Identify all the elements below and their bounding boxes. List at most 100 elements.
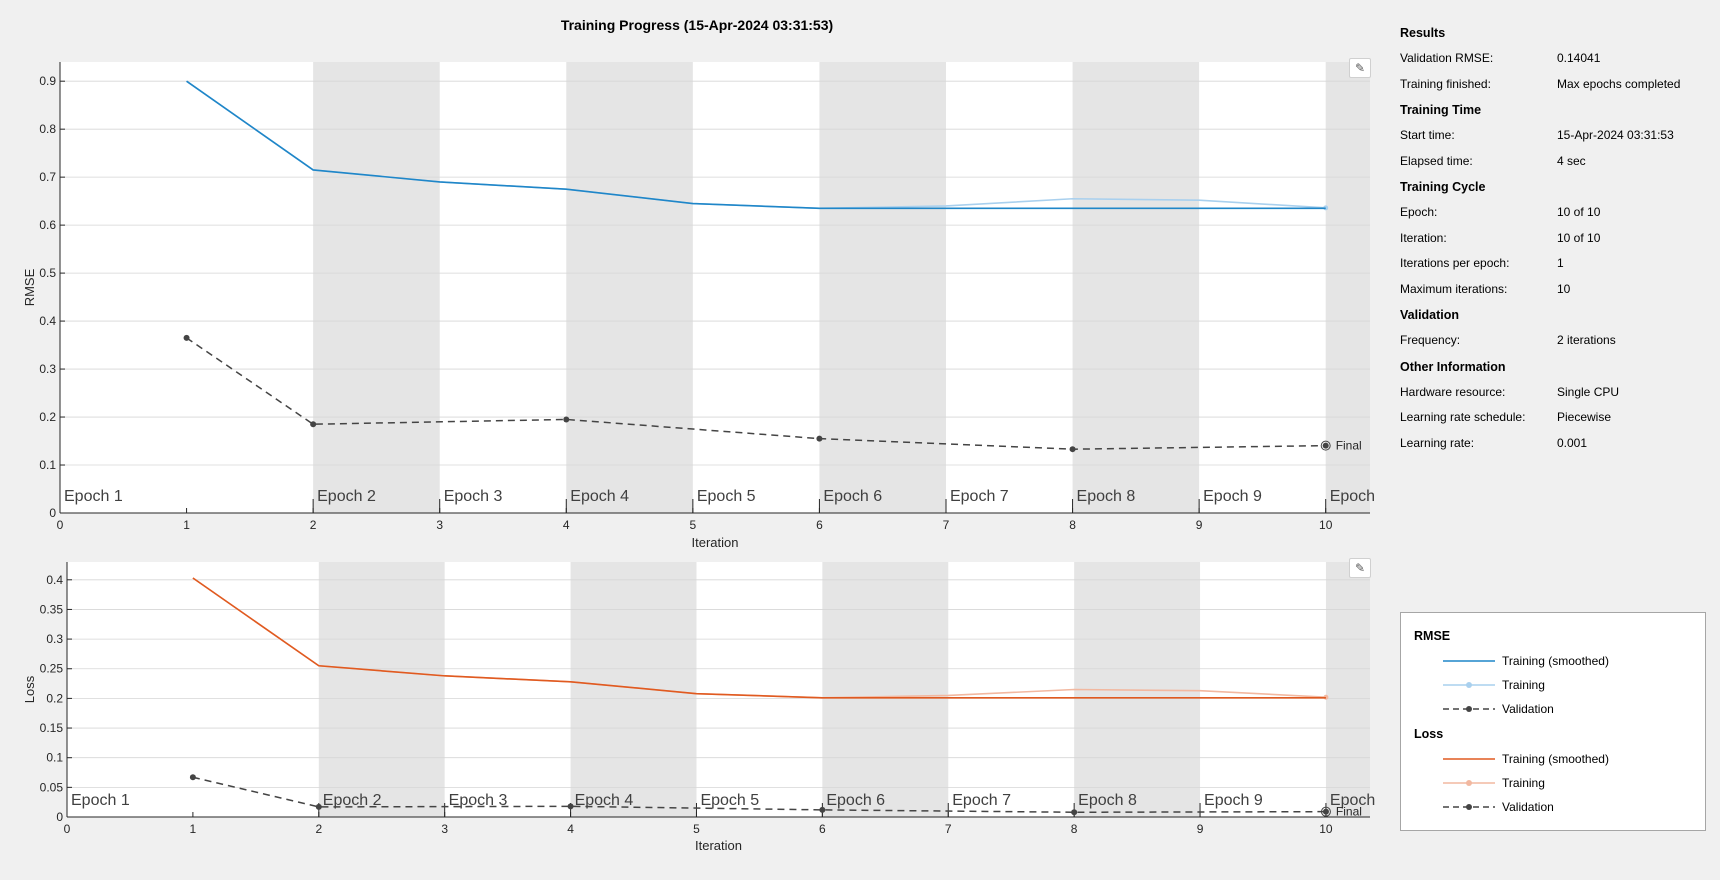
lr-row: Learning rate: 0.001 — [1400, 433, 1720, 459]
epoch-value: 10 of 10 — [1557, 205, 1601, 219]
x-tick-label: 9 — [1196, 518, 1203, 532]
legend-label: Training — [1502, 776, 1545, 790]
x-tick-label: 0 — [64, 822, 71, 836]
legend-loss-training[interactable]: Training — [1441, 774, 1545, 792]
epoch-label: Epoch — [1330, 792, 1375, 809]
y-axis-label: Loss — [22, 675, 37, 703]
x-tick-label: 7 — [943, 518, 950, 532]
x-tick-label: 2 — [315, 822, 322, 836]
epoch-label: Epoch 3 — [444, 488, 503, 505]
x-tick-label: 3 — [436, 518, 443, 532]
validation-point — [315, 803, 322, 810]
validation-point — [563, 416, 570, 423]
start-time-label: Start time: — [1400, 128, 1455, 142]
validation-rmse-row: Validation RMSE: 0.14041 — [1400, 48, 1720, 74]
validation-rmse-label: Validation RMSE: — [1400, 51, 1494, 65]
legend-label: Validation — [1502, 800, 1554, 814]
x-tick-label: 10 — [1319, 822, 1333, 836]
x-tick-label: 7 — [945, 822, 952, 836]
max-iterations-value: 10 — [1557, 281, 1571, 296]
x-tick-label: 10 — [1319, 518, 1333, 532]
legend-loss-validation[interactable]: Validation — [1441, 798, 1554, 816]
y-tick-label: 0 — [56, 810, 63, 824]
legend-label: Training (smoothed) — [1502, 752, 1609, 766]
y-tick-label: 0.9 — [39, 74, 56, 88]
x-axis-label: Iteration — [695, 838, 742, 853]
x-tick-label: 5 — [690, 518, 697, 532]
epoch-row: Epoch: 10 of 10 — [1400, 202, 1720, 228]
validation-rmse-value: 0.14041 — [1557, 51, 1601, 65]
y-tick-label: 0.35 — [40, 602, 64, 616]
series-loss-training-smoothed — [192, 577, 1326, 699]
axes-edit-icon[interactable]: ✎ — [1349, 58, 1371, 78]
legend-label: Training (smoothed) — [1502, 654, 1609, 668]
hardware-label: Hardware resource: — [1400, 384, 1506, 399]
legend-line-swatch — [1443, 758, 1495, 760]
y-tick-label: 0.1 — [46, 751, 63, 765]
epoch-band — [822, 562, 949, 817]
x-tick-label: 0 — [57, 518, 64, 532]
legend: RMSE Training (smoothed) Training Valida… — [1400, 612, 1706, 831]
epoch-band — [819, 62, 946, 513]
epoch-label: Epoch 1 — [71, 792, 130, 809]
lr-value: 0.001 — [1557, 435, 1588, 450]
validation-point — [1071, 809, 1078, 816]
epoch-label: Epoch 1 — [64, 488, 123, 505]
legend-line-swatch — [1443, 706, 1495, 712]
frequency-label: Frequency: — [1400, 333, 1461, 347]
legend-line-swatch — [1443, 804, 1495, 810]
legend-loss-title: Loss — [1414, 727, 1444, 741]
y-tick-label: 0.4 — [39, 314, 56, 328]
epoch-label: Epoch 2 — [323, 792, 382, 809]
page-title: Training Progress (15-Apr-2024 03:31:53) — [560, 17, 834, 33]
iteration-value: 10 of 10 — [1557, 230, 1601, 245]
epoch-label: Epoch 9 — [1204, 792, 1263, 809]
legend-rmse-title: RMSE — [1414, 629, 1451, 643]
training-finished-value: Max epochs completed — [1557, 76, 1681, 91]
rmse-chart: 0 0.1 0.2 0.3 0.4 0.5 0.6 0.7 0.8 0.9 0 1 2 3 4 5 6 7 8 9 10… — [22, 62, 1375, 550]
validation-point — [1322, 442, 1329, 449]
training-time-title: Training Time — [1400, 103, 1482, 117]
iteration-label: Iteration: — [1400, 230, 1447, 245]
hardware-value: Single CPU — [1557, 384, 1620, 399]
training-finished-label: Training finished: — [1400, 76, 1491, 91]
x-tick-label: 9 — [1197, 822, 1204, 836]
y-tick-label: 0.6 — [39, 218, 56, 232]
validation-final-marker — [1320, 440, 1331, 451]
elapsed-time-row: Elapsed time: 4 sec — [1400, 151, 1720, 177]
legend-loss-smoothed[interactable]: Training (smoothed) — [1441, 750, 1609, 768]
y-tick-label: 0.2 — [39, 410, 56, 424]
legend-rmse-training[interactable]: Training — [1441, 676, 1545, 694]
y-tick-label: 0.25 — [40, 662, 64, 676]
iteration-row: Iteration: 10 of 10 — [1400, 228, 1720, 254]
elapsed-time-label: Elapsed time: — [1400, 153, 1473, 168]
legend-rmse-smoothed[interactable]: Training (smoothed) — [1441, 652, 1609, 670]
y-tick-label: 0.4 — [46, 573, 63, 587]
axes-edit-icon[interactable]: ✎ — [1349, 558, 1371, 578]
legend-label: Training — [1502, 678, 1545, 692]
results-panel: Results Validation RMSE: 0.14041 Trainin… — [1400, 22, 1720, 458]
legend-rmse-validation[interactable]: Validation — [1441, 700, 1554, 718]
y-tick-label: 0.2 — [46, 691, 63, 705]
epoch-label: Epoch 3 — [449, 792, 508, 809]
epoch-band — [1072, 62, 1200, 513]
legend-line-swatch — [1443, 660, 1495, 662]
other-info-title: Other Information — [1400, 359, 1506, 374]
epoch-label: Epoch 6 — [823, 488, 882, 505]
lr-label: Learning rate: — [1400, 435, 1475, 450]
x-tick-label: 4 — [567, 822, 574, 836]
training-finished-row: Training finished: Max epochs completed — [1400, 74, 1720, 100]
legend-label: Validation — [1502, 702, 1554, 716]
validation-point — [183, 334, 190, 341]
epoch-label: Epoch — [1330, 488, 1375, 505]
lr-schedule-row: Learning rate schedule: Piecewise — [1400, 407, 1720, 433]
x-tick-label: 8 — [1071, 822, 1078, 836]
x-axis-label: Iteration — [692, 535, 739, 550]
y-tick-label: 0.1 — [39, 458, 56, 472]
epoch-label: Epoch 5 — [700, 792, 759, 809]
lr-schedule-value: Piecewise — [1557, 410, 1612, 424]
validation-title: Validation — [1400, 308, 1460, 322]
epoch-band — [313, 62, 440, 513]
x-tick-label: 6 — [819, 822, 826, 836]
y-axis-label: RMSE — [22, 268, 37, 306]
